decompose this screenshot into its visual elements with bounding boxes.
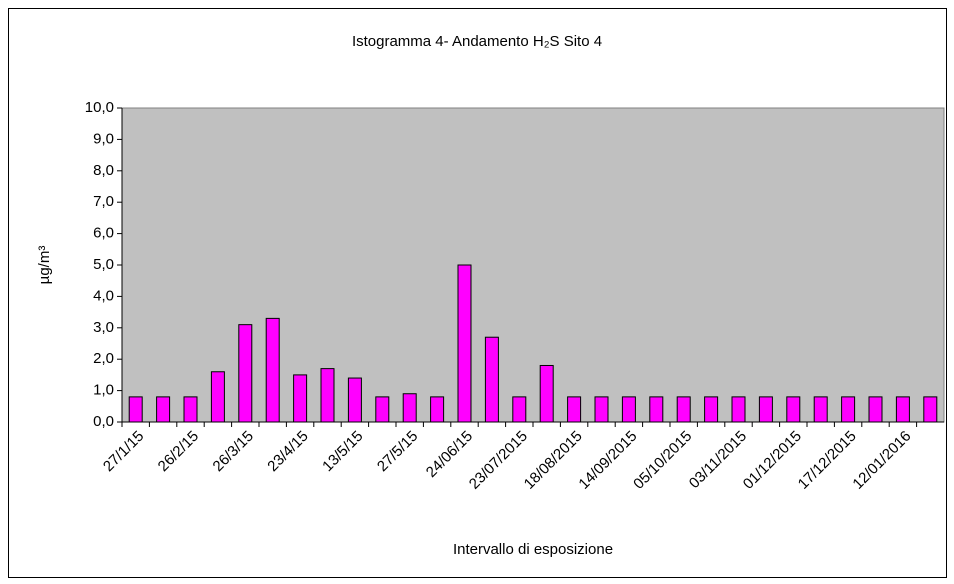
bar (923, 396, 938, 423)
bar (238, 324, 253, 423)
bar (183, 396, 198, 423)
bar (484, 336, 499, 423)
y-tick-label: 8,0 (93, 162, 114, 179)
bar (676, 396, 691, 423)
y-tick-label: 1,0 (93, 382, 114, 399)
bar (704, 396, 719, 423)
bar (841, 396, 856, 423)
y-tick-label: 2,0 (93, 350, 114, 367)
bar (786, 396, 801, 423)
bar (293, 374, 308, 423)
bar (895, 396, 910, 423)
bar (868, 396, 883, 423)
bar (731, 396, 746, 423)
plot-area (121, 107, 945, 423)
bar (430, 396, 445, 423)
x-axis-label: Intervallo di esposizione (453, 541, 613, 558)
y-axis-label: µg/m³ (36, 246, 53, 285)
y-tick-label: 5,0 (93, 256, 114, 273)
y-tick-label: 9,0 (93, 130, 114, 147)
chart-title: Istogramma 4- Andamento H₂S Sito 4 (352, 33, 602, 50)
bar (813, 396, 828, 423)
bar (402, 393, 417, 423)
y-tick-label: 7,0 (93, 193, 114, 210)
y-tick-label: 3,0 (93, 319, 114, 336)
bar (128, 396, 143, 423)
bar (457, 264, 472, 423)
bar (156, 396, 171, 423)
y-tick-label: 10,0 (85, 99, 114, 116)
bar (567, 396, 582, 423)
bar (539, 364, 554, 423)
bar (594, 396, 609, 423)
bar (512, 396, 527, 423)
bar (621, 396, 636, 423)
y-tick-label: 0,0 (93, 413, 114, 430)
bar (265, 317, 280, 423)
bar (375, 396, 390, 423)
y-tick-label: 4,0 (93, 287, 114, 304)
bar (320, 368, 335, 423)
bar (210, 371, 225, 423)
bar (347, 377, 362, 423)
y-tick-label: 6,0 (93, 225, 114, 242)
bar (649, 396, 664, 423)
bar (758, 396, 773, 423)
